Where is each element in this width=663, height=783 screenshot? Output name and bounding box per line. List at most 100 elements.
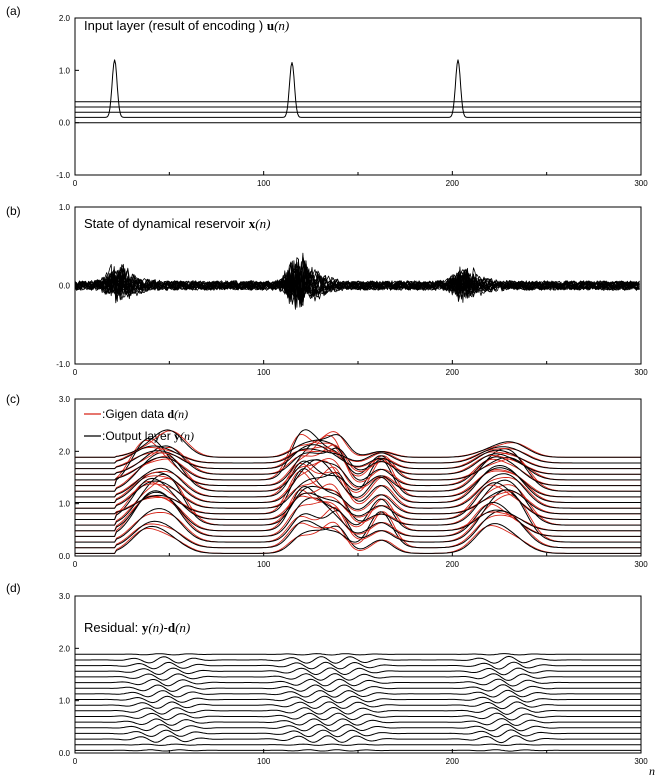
panel-a-title-symbol: u [267, 18, 274, 33]
panel-d-residual-line [75, 701, 641, 710]
panel-c-output-line [75, 429, 641, 458]
panel-c-output-line [75, 445, 641, 464]
panel-b-ytick-label: -1.0 [56, 360, 70, 369]
panel-b-ytick-label: 0.0 [59, 282, 71, 291]
panel-a-axes: 0 100 200 300 2.0 1.0 0.0 -1.0 [56, 14, 648, 188]
panel-d-residual-line [75, 729, 641, 738]
panel-b-xtick-label: 0 [73, 368, 78, 377]
panel-c-output-line [75, 429, 641, 481]
panel-b-series-line [74, 255, 640, 308]
panel-a-label: (a) [6, 4, 21, 18]
panel-b-title-symbol: x [249, 216, 256, 231]
panel-c-gigen-line [75, 466, 641, 509]
panel-c-output-line [75, 489, 641, 543]
panel-a-ytick-label: 0.0 [59, 119, 71, 128]
panel-d-residual-line [75, 707, 641, 715]
panel-c-output-line [75, 437, 641, 487]
panel-d-residual-line [75, 653, 641, 656]
panel-d-residual-line [75, 684, 641, 692]
panel-b-title-arg: (n) [255, 216, 270, 231]
panel-d-residual-line [75, 661, 641, 670]
panel-a-plot [75, 59, 641, 124]
panel-a: (a) Input layer (result of encoding ) u(… [6, 4, 648, 188]
panel-b-label: (b) [6, 204, 21, 218]
panel-b-xtick-label: 200 [446, 368, 460, 377]
panel-a-ytick-label: 1.0 [59, 66, 71, 75]
panel-a-xtick-label: 200 [446, 179, 460, 188]
panel-d-axes: 0 100 200 300 3.0 2.0 1.0 0.0 [59, 592, 648, 766]
panel-d-title: Residual: y(n)-d(n) [84, 620, 190, 635]
legend-item-output-layer: :Output layer y(n) [102, 429, 194, 443]
panel-b-axes: 0 100 200 300 1.0 0.0 -1.0 [56, 203, 648, 377]
panel-c-frame [74, 398, 642, 557]
panel-d-residual-line [75, 743, 641, 746]
panel-c-xtick-label: 200 [446, 560, 460, 569]
panel-c-ytick-label: 3.0 [59, 395, 71, 404]
panel-a-xtick-label: 0 [73, 179, 78, 188]
panel-a-ytick-label: -1.0 [56, 171, 70, 180]
panel-b-xtick-label: 300 [634, 368, 648, 377]
panel-c-axes: 0 100 200 300 3.0 2.0 1.0 0.0 [59, 395, 648, 569]
panel-a-xtick-label: 300 [634, 179, 648, 188]
panel-d-ytick-label: 0.0 [59, 749, 71, 758]
panel-c-ytick-label: 0.0 [59, 552, 71, 561]
panel-d-xtick-label: 300 [634, 757, 648, 766]
panel-c-output-line [75, 445, 641, 475]
panel-b-xtick-label: 100 [257, 368, 271, 377]
panel-b-series-line [74, 258, 640, 300]
panel-c: (c) :Gigen data d(n) :Output layer y(n) … [6, 392, 648, 569]
panel-a-ytick-label: 2.0 [59, 14, 71, 23]
panel-b-title: State of dynamical reservoir x(n) [84, 216, 270, 231]
panel-c-output-line [75, 471, 641, 509]
panel-d-residual-line [75, 735, 641, 744]
panel-a-title-arg: (n) [274, 18, 289, 33]
panel-a-xtick-label: 100 [257, 179, 271, 188]
legend-item-gigen-data: :Gigen data d(n) [102, 407, 188, 421]
panel-c-xtick-label: 100 [257, 560, 271, 569]
panel-d-ytick-label: 2.0 [59, 644, 71, 653]
panel-b-ytick-label: 1.0 [59, 203, 71, 212]
panel-c-gigen-line [75, 494, 641, 543]
panel-c-output-line [75, 510, 641, 549]
panel-d-residual-line [75, 667, 641, 676]
panel-d-residual-line [75, 723, 641, 732]
panel-c-output-line [75, 477, 641, 520]
panel-d-residual-line [75, 749, 641, 752]
panel-a-series-line [75, 59, 641, 118]
panel-d-plot [75, 653, 641, 752]
panel-c-output-line [75, 444, 641, 470]
panel-d-xtick-label: 200 [446, 757, 460, 766]
panel-b-plot [74, 252, 640, 310]
panel-a-title-prefix: Input layer (result of encoding ) [84, 18, 267, 33]
panel-c-gigen-line [75, 470, 641, 515]
panel-c-xtick-label: 300 [634, 560, 648, 569]
panel-c-gigen-line [75, 460, 641, 503]
panel-c-gigen-line [75, 511, 641, 549]
panel-a-title: Input layer (result of encoding ) u(n) [84, 18, 289, 33]
panel-d-xtick-label: 100 [257, 757, 271, 766]
x-axis-label-n: n [649, 764, 655, 778]
panel-d-ytick-label: 3.0 [59, 592, 71, 601]
panel-d-residual-line [75, 673, 641, 681]
panel-c-ytick-label: 2.0 [59, 447, 71, 456]
panel-b-series-line [74, 266, 640, 299]
panel-c-label: (c) [6, 392, 20, 406]
panel-b: (b) State of dynamical reservoir x(n) 0 1… [6, 203, 648, 377]
panel-d-residual-line [75, 689, 641, 698]
panel-d-xtick-label: 0 [73, 757, 78, 766]
panel-d-residual-line [75, 712, 641, 721]
panel-d-residual-line [75, 678, 641, 687]
panel-d-residual-line [75, 695, 641, 704]
panel-a-frame [74, 17, 642, 176]
panel-c-ytick-label: 1.0 [59, 500, 71, 509]
panel-c-output-line [75, 458, 641, 498]
panel-d-residual-line [75, 655, 641, 664]
panel-d-ytick-label: 1.0 [59, 697, 71, 706]
panel-c-output-line [75, 523, 641, 554]
panel-c-output-line [75, 448, 641, 492]
panel-c-output-line [75, 459, 641, 503]
panel-d-label: (d) [6, 581, 21, 595]
panel-d: (d) Residual: y(n)-d(n) 0 100 200 300 3.0 2.0… [6, 581, 648, 766]
panel-c-output-line [75, 468, 641, 515]
